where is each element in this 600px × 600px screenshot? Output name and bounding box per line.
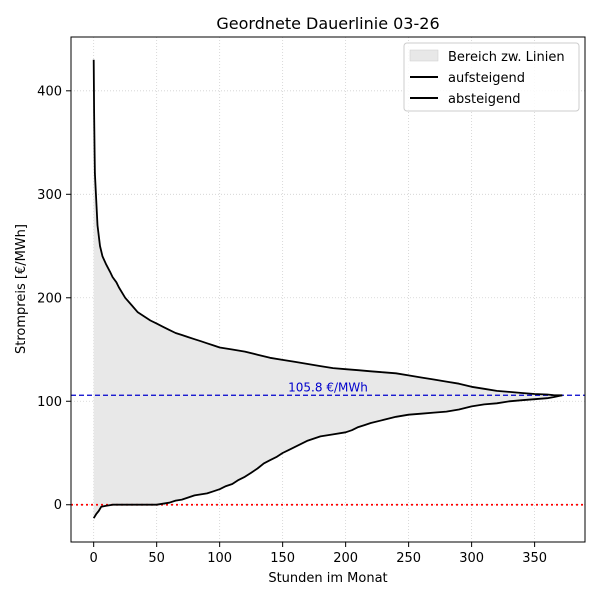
y-tick-label: 100 [37,395,62,410]
x-tick-label: 250 [396,551,421,566]
x-axis-label: Stunden im Monat [268,571,387,586]
y-tick-label: 200 [37,291,62,306]
x-tick-label: 100 [207,551,232,566]
x-tick-label: 150 [270,551,295,566]
legend: Bereich zw. Linien aufsteigend absteigen… [403,42,580,112]
legend-entry-absteigend: absteigend [448,92,520,107]
series-line-absteigend [92,59,563,397]
x-axis: 0 50 100 150 200 250 300 350 [90,542,547,566]
legend-entry-aufsteigend: aufsteigend [448,71,525,86]
y-tick-label: 0 [54,498,62,513]
y-tick-label: 400 [37,84,62,99]
x-tick-label: 300 [459,551,484,566]
legend-entry-area: Bereich zw. Linien [448,50,565,65]
x-tick-label: 0 [90,551,98,566]
x-tick-label: 50 [148,551,165,566]
chart-title: Geordnete Dauerlinie 03-26 [216,14,439,33]
series-line-aufsteigend [92,394,563,519]
y-axis-label: Strompreis [€/MWh] [14,224,29,354]
y-tick-label: 300 [37,188,62,203]
legend-swatch-area [409,49,439,62]
area-between-lines [93,59,563,519]
legend-box [403,42,580,112]
grid [71,37,585,542]
mean-label: 105.8 €/MWh [288,380,368,394]
plot-frame [70,36,586,543]
y-axis: 0 100 200 300 400 [37,84,71,513]
x-tick-label: 200 [333,551,358,566]
x-tick-label: 350 [522,551,547,566]
